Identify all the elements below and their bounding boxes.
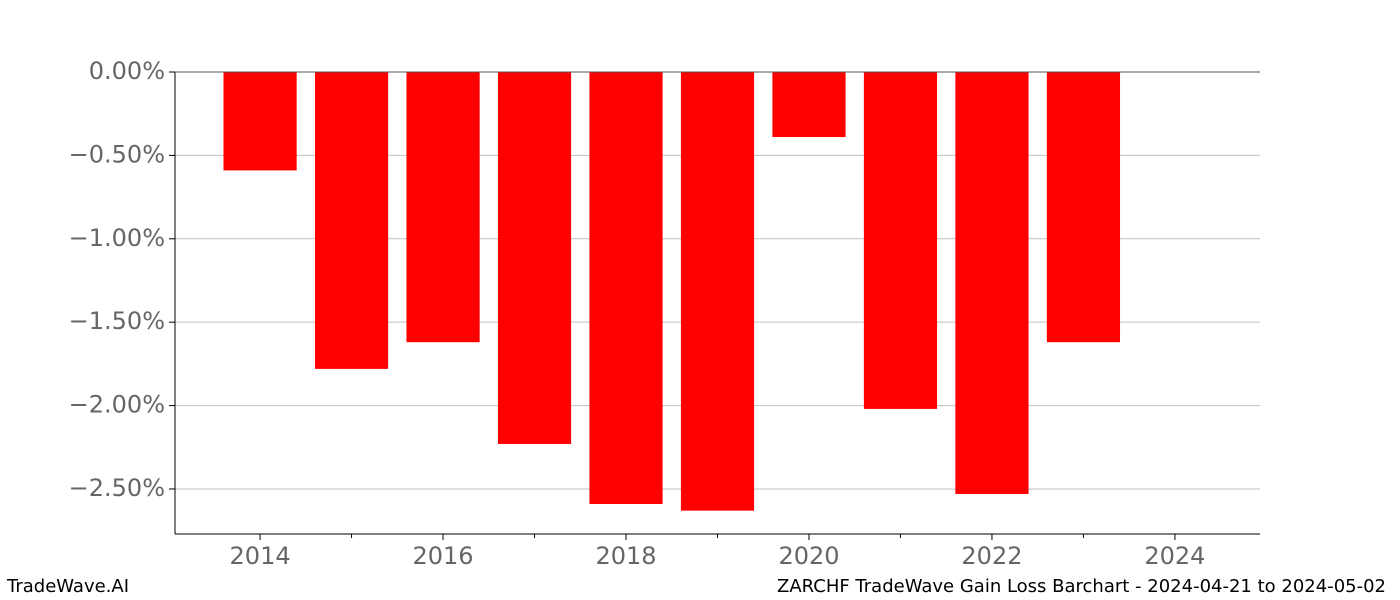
x-tick-label: 2022 bbox=[961, 542, 1022, 570]
x-tick-label: 2024 bbox=[1144, 542, 1205, 570]
y-tick-label: −2.00% bbox=[69, 391, 165, 419]
bar bbox=[497, 72, 572, 444]
watermark: TradeWave.AI bbox=[6, 576, 129, 597]
bar bbox=[955, 72, 1029, 494]
bar bbox=[863, 72, 938, 409]
chart-title: ZARCHF TradeWave Gain Loss Barchart - 20… bbox=[777, 576, 1386, 597]
y-tick-label: 0.00% bbox=[89, 57, 165, 85]
bar bbox=[680, 72, 755, 511]
bar bbox=[406, 72, 480, 343]
bar bbox=[589, 72, 663, 504]
x-tick-label: 2016 bbox=[413, 542, 474, 570]
x-tick-label: 2018 bbox=[595, 542, 656, 570]
bar bbox=[1046, 72, 1121, 343]
bar bbox=[772, 72, 846, 138]
bar bbox=[314, 72, 389, 369]
y-tick-label: −1.00% bbox=[69, 224, 165, 252]
y-tick-label: −1.50% bbox=[69, 307, 165, 335]
y-tick-label: −2.50% bbox=[69, 474, 165, 502]
x-tick-label: 2020 bbox=[778, 542, 839, 570]
bar bbox=[223, 72, 297, 171]
x-tick-label: 2014 bbox=[230, 542, 291, 570]
y-tick-label: −0.50% bbox=[69, 140, 165, 168]
